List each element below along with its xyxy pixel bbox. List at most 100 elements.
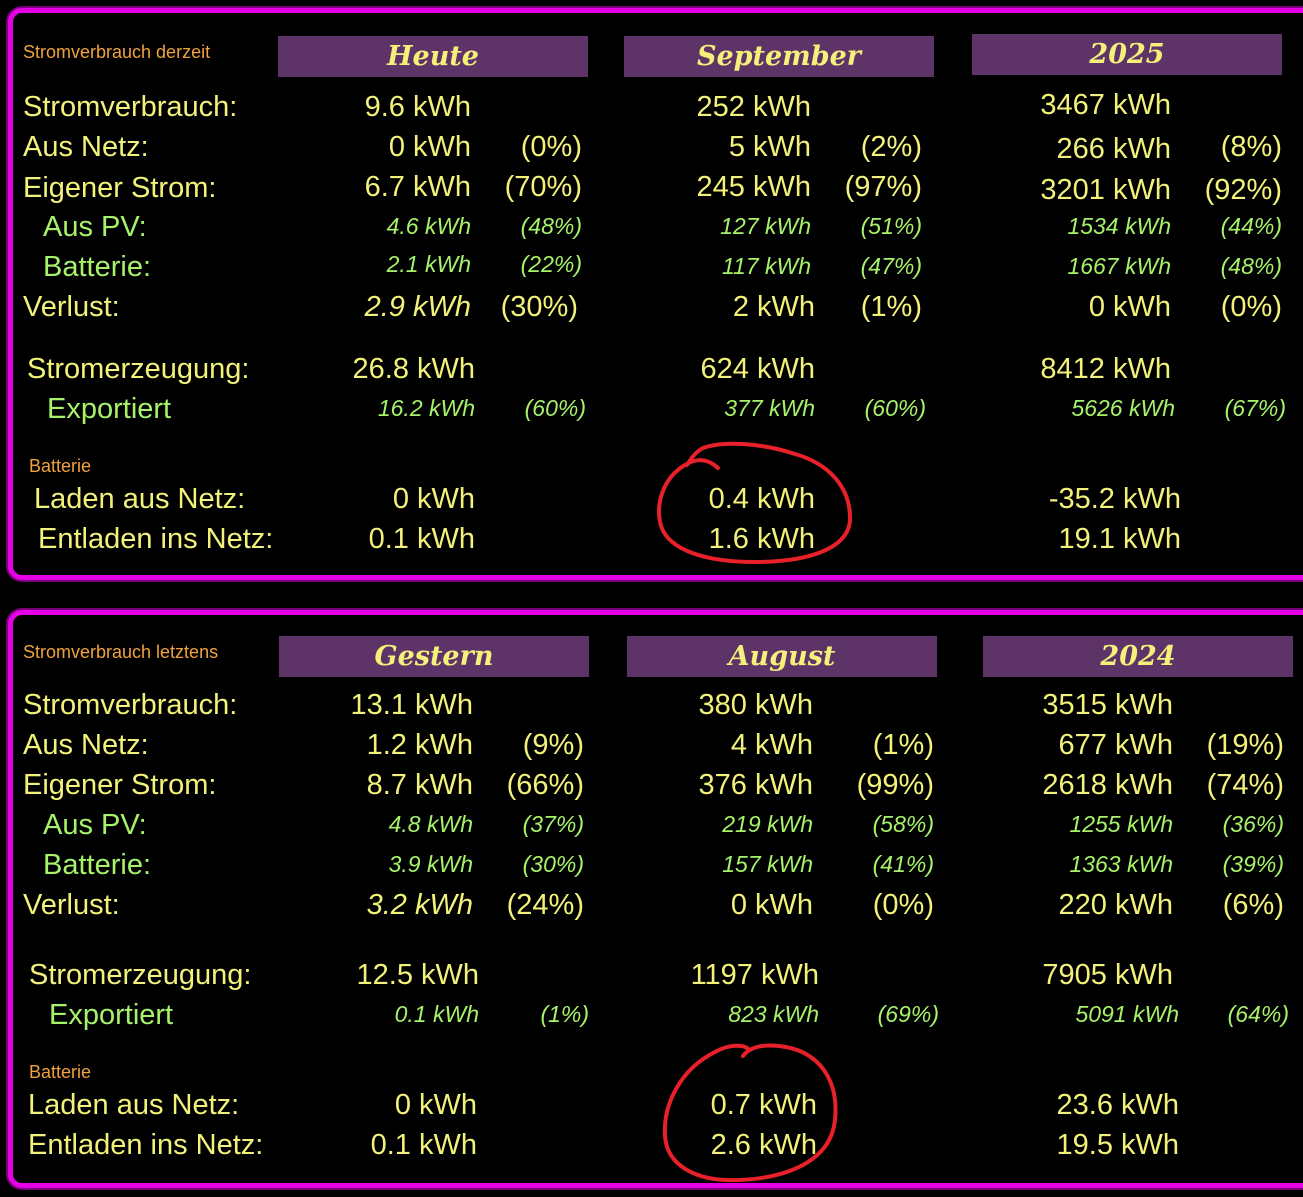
- percent-cell: (74%): [1206, 769, 1284, 801]
- percent-cell: (1%): [540, 1001, 589, 1027]
- value-cell: 6.7 kWh: [364, 171, 471, 203]
- value-cell: 1197 kWh: [690, 959, 819, 991]
- percent-cell: (66%): [506, 769, 584, 801]
- value-cell: 157 kWh: [722, 851, 813, 877]
- percent-cell: (30%): [500, 291, 578, 323]
- label-stromerzeugung: Stromerzeugung:: [27, 353, 250, 385]
- label-eigener-strom: Eigener Strom:: [23, 769, 217, 801]
- value-cell: 12.5 kWh: [356, 959, 480, 991]
- percent-cell: (60%): [524, 395, 586, 421]
- value-cell: 377 kWh: [724, 395, 815, 421]
- value-cell: 376 kWh: [698, 769, 813, 801]
- percent-cell: (0%): [872, 889, 934, 921]
- label-stromverbrauch: Stromverbrauch:: [23, 91, 238, 123]
- percent-cell: (92%): [1204, 174, 1282, 206]
- value-cell: 0.1 kWh: [370, 1129, 477, 1161]
- column-header-september: September: [624, 36, 934, 77]
- percent-cell: (70%): [504, 171, 582, 203]
- percent-cell: (22%): [520, 251, 582, 277]
- percent-cell: (6%): [1222, 889, 1284, 921]
- column-header-2025: 2025: [972, 34, 1282, 75]
- column-header-gestern: Gestern: [279, 636, 589, 677]
- value-cell: 5091 kWh: [1075, 1001, 1179, 1027]
- percent-cell: (36%): [1222, 811, 1284, 837]
- label-exportiert: Exportiert: [47, 393, 172, 425]
- value-cell: 16.2 kWh: [377, 395, 475, 421]
- percent-cell: (41%): [872, 851, 934, 877]
- value-cell: 23.6 kWh: [1056, 1089, 1180, 1121]
- value-cell: 624 kWh: [700, 353, 815, 385]
- value-cell-highlighted: 0.7 kWh: [710, 1089, 817, 1121]
- value-cell: 19.5 kWh: [1056, 1129, 1180, 1161]
- value-cell: 4 kWh: [730, 729, 813, 761]
- percent-cell: (99%): [856, 769, 934, 801]
- value-cell: 2.1 kWh: [386, 251, 471, 277]
- percent-cell: (2%): [860, 131, 922, 163]
- percent-cell: (24%): [506, 889, 584, 921]
- value-cell: 0.1 kWh: [394, 1001, 479, 1027]
- percent-cell: (58%): [872, 811, 934, 837]
- value-cell: 677 kWh: [1058, 729, 1173, 761]
- value-cell: 0 kWh: [730, 889, 813, 921]
- label-exportiert: Exportiert: [49, 999, 174, 1031]
- panel-stromverbrauch-derzeit: Stromverbrauch derzeit Heute September 2…: [8, 8, 1303, 580]
- value-cell-highlighted: 1.6 kWh: [708, 523, 815, 555]
- value-cell: 2.9 kWh: [364, 291, 471, 323]
- percent-cell: (48%): [1220, 253, 1282, 279]
- label-eigener-strom: Eigener Strom:: [23, 172, 217, 204]
- percent-cell: (8%): [1220, 131, 1282, 163]
- percent-cell: (1%): [860, 291, 922, 323]
- value-cell: 3.9 kWh: [388, 851, 473, 877]
- value-cell: 8.7 kWh: [366, 769, 473, 801]
- value-cell-highlighted: 2.6 kWh: [710, 1129, 817, 1161]
- percent-cell: (0%): [1220, 291, 1282, 323]
- value-cell: 19.1 kWh: [1058, 523, 1182, 555]
- value-cell: 2618 kWh: [1042, 769, 1173, 801]
- percent-cell: (44%): [1220, 213, 1282, 239]
- value-cell: 220 kWh: [1058, 889, 1173, 921]
- value-cell: 380 kWh: [698, 689, 813, 721]
- value-cell: 3515 kWh: [1042, 689, 1173, 721]
- label-aus-netz: Aus Netz:: [23, 131, 149, 163]
- value-cell: 9.6 kWh: [364, 91, 471, 123]
- percent-cell: (60%): [864, 395, 926, 421]
- annotation-circle: [662, 1043, 838, 1183]
- value-cell-highlighted: 0.4 kWh: [708, 483, 815, 515]
- label-batterie-section: Batterie: [29, 456, 92, 476]
- percent-cell: (19%): [1206, 729, 1284, 761]
- label-laden-aus-netz: Laden aus Netz:: [28, 1089, 240, 1121]
- label-stromverbrauch: Stromverbrauch:: [23, 689, 238, 721]
- panel-stromverbrauch-letztens: Stromverbrauch letztens Gestern August 2…: [8, 610, 1303, 1188]
- value-cell: 8412 kWh: [1040, 353, 1171, 385]
- value-cell: 3201 kWh: [1040, 174, 1171, 206]
- label-aus-pv: Aus PV:: [43, 809, 147, 841]
- percent-cell: (30%): [522, 851, 584, 877]
- label-entladen-ins-netz: Entladen ins Netz:: [28, 1129, 264, 1161]
- percent-cell: (9%): [522, 729, 584, 761]
- value-cell: 823 kWh: [728, 1001, 819, 1027]
- label-verlust: Verlust:: [23, 291, 120, 323]
- value-cell: 3.2 kWh: [366, 889, 473, 921]
- label-entladen-ins-netz: Entladen ins Netz:: [38, 523, 274, 555]
- value-cell: 1667 kWh: [1067, 253, 1171, 279]
- label-aus-netz: Aus Netz:: [23, 729, 149, 761]
- column-header-august: August: [627, 636, 937, 677]
- percent-cell: (97%): [844, 171, 922, 203]
- value-cell: 117 kWh: [721, 253, 811, 279]
- value-cell: 4.6 kWh: [386, 213, 471, 239]
- column-header-heute: Heute: [278, 36, 588, 77]
- value-cell: 245 kWh: [696, 171, 811, 203]
- value-cell: -35.2 kWh: [1048, 483, 1181, 515]
- percent-cell: (48%): [520, 213, 582, 239]
- value-cell: 7905 kWh: [1042, 959, 1173, 991]
- annotation-circle: [657, 441, 853, 565]
- value-cell: 127 kWh: [720, 213, 811, 239]
- percent-cell: (51%): [860, 213, 922, 239]
- value-cell: 1255 kWh: [1069, 811, 1173, 837]
- value-cell: 219 kWh: [722, 811, 813, 837]
- value-cell: 4.8 kWh: [388, 811, 473, 837]
- value-cell: 0 kWh: [394, 1089, 477, 1121]
- value-cell: 3467 kWh: [1040, 89, 1171, 121]
- percent-cell: (47%): [860, 253, 922, 279]
- label-aus-pv: Aus PV:: [43, 211, 147, 243]
